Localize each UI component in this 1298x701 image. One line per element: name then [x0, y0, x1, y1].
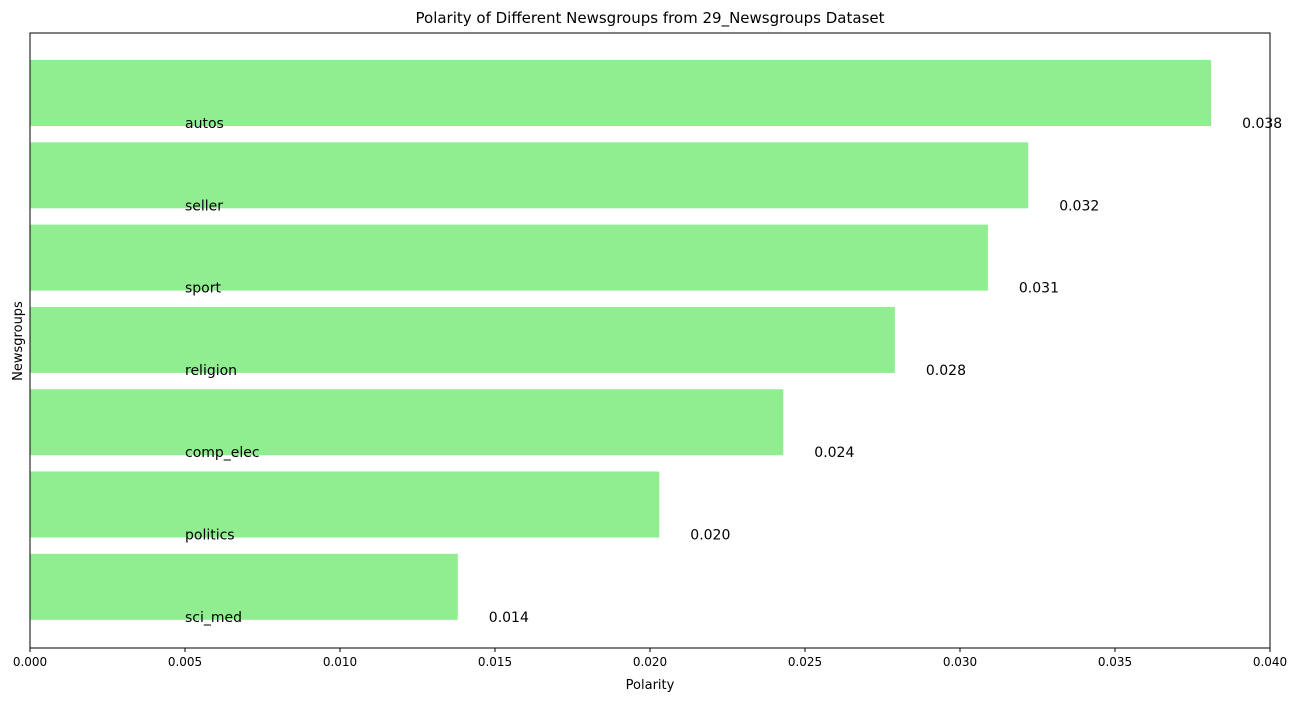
value-label-sport: 0.031	[1019, 281, 1059, 297]
x-tick-label: 0.000	[13, 655, 47, 669]
value-label-seller: 0.032	[1059, 198, 1099, 214]
x-tick-label: 0.030	[943, 655, 977, 669]
category-label-politics: politics	[185, 528, 235, 544]
chart-title: Polarity of Different Newsgroups from 29…	[416, 9, 885, 28]
bar-sci_med	[30, 553, 458, 620]
category-label-religion: religion	[185, 363, 237, 379]
bar-religion	[30, 306, 895, 373]
y-axis-label: Newsgroups	[11, 301, 26, 381]
value-label-comp_elec: 0.024	[814, 445, 854, 461]
bar-sport	[30, 224, 988, 291]
value-label-politics: 0.020	[690, 528, 730, 544]
bar-politics	[30, 471, 660, 538]
x-tick-label: 0.010	[323, 655, 357, 669]
x-axis-label: Polarity	[626, 678, 675, 693]
x-tick-label: 0.005	[168, 655, 202, 669]
bar-autos	[30, 60, 1212, 126]
bar-seller	[30, 142, 1029, 209]
x-tick-label: 0.025	[788, 655, 822, 669]
x-tick-label: 0.015	[478, 655, 512, 669]
category-label-autos: autos	[185, 116, 224, 132]
x-tick-label: 0.035	[1098, 655, 1132, 669]
x-tick-label: 0.020	[633, 655, 667, 669]
bars-layer: autos 0.038 seller 0.032 sport 0.031 religion 0…	[30, 60, 1282, 626]
category-label-sci_med: sci_med	[185, 610, 242, 626]
value-label-autos: 0.038	[1242, 116, 1282, 132]
bar-comp_elec	[30, 389, 784, 456]
category-label-comp_elec: comp_elec	[185, 445, 260, 461]
category-label-seller: seller	[185, 198, 223, 214]
value-label-sci_med: 0.014	[489, 610, 529, 626]
category-label-sport: sport	[185, 281, 222, 297]
x-tick-label: 0.040	[1253, 655, 1287, 669]
value-label-religion: 0.028	[926, 363, 966, 379]
x-axis: 0.000 0.005 0.010 0.015 0.020 0.025 0.030 0.035…	[13, 648, 1287, 669]
